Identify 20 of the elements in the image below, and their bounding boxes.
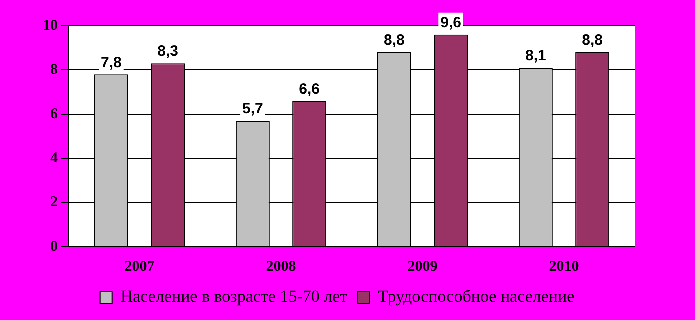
x-tick-label: 2009 — [408, 258, 438, 275]
legend-label: Трудоспособное население — [378, 286, 575, 306]
data-label: 8,3 — [158, 43, 178, 60]
data-label: 8,1 — [526, 48, 546, 65]
y-tick-label: 4 — [50, 150, 58, 166]
data-label: 9,6 — [440, 14, 462, 32]
data-label: 7,8 — [101, 54, 122, 72]
y-tick-label: 6 — [50, 106, 58, 122]
legend-label: Население в возрасте 15-70 лет — [120, 286, 348, 306]
y-tick-label: 10 — [43, 18, 58, 34]
y-tick-label: 8 — [50, 62, 58, 78]
data-label: 6,6 — [299, 80, 320, 98]
data-label: 5,7 — [242, 100, 264, 118]
y-tick-label: 0 — [50, 238, 58, 255]
y-tick-label: 2 — [50, 194, 58, 211]
x-tick-label: 2008 — [266, 258, 296, 275]
x-tick-label: 2010 — [549, 258, 580, 275]
data-label: 8,8 — [384, 32, 405, 50]
x-tick-label: 2007 — [124, 258, 156, 275]
data-label: 8,8 — [582, 32, 603, 50]
